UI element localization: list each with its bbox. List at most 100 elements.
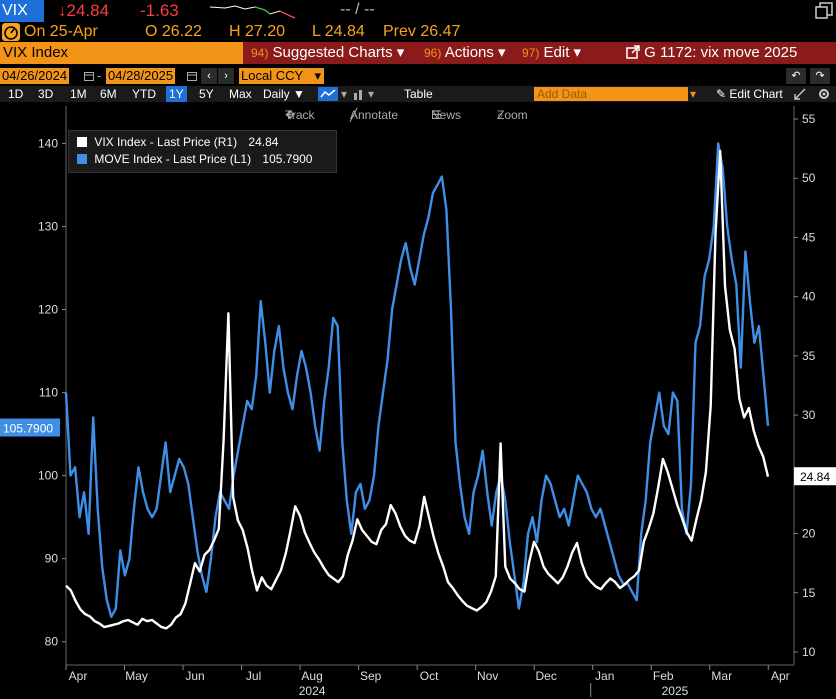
x-axis: Apr May Jun Jul Aug Sep Oct Nov Dec Jan Feb Mar Apr 2… xyxy=(65,665,790,698)
news-icon: ☰ xyxy=(431,108,442,122)
left-tick-label: 140 xyxy=(38,136,58,150)
left-tick-label: 120 xyxy=(38,302,58,316)
suggested-charts-menu[interactable]: 94) Suggested Charts ▾ xyxy=(251,44,405,61)
legend-entry-move[interactable]: MOVE Index - Last Price (L1) 105.7900 xyxy=(77,151,312,167)
date-row: 04/26/2024 - 04/28/2025 ‹ › Local CCY ▾ ↶… xyxy=(0,66,836,86)
ohlc-row: On 25-Apr O 26.22 H 27.20 L 24.84 Prev 2… xyxy=(0,22,836,42)
x-tick-label: Aug xyxy=(301,669,322,683)
range-3d[interactable]: 3D xyxy=(38,87,54,101)
actions-num: 96) xyxy=(424,46,442,60)
range-max[interactable]: Max xyxy=(229,87,252,101)
right-tick-label: 50 xyxy=(802,171,816,185)
frequency-label: Daily xyxy=(263,87,290,101)
line-chart-icon[interactable] xyxy=(318,87,338,101)
chart-toolbar: ✥ Track ╱ Annotate ☰ News ⌕ Zoom xyxy=(0,104,836,122)
redo-button[interactable]: ↷ xyxy=(810,68,830,84)
end-date-field[interactable]: 04/28/2025 xyxy=(106,68,176,84)
edit-chart-button[interactable]: ✎ Edit Chart xyxy=(716,87,783,101)
start-date-field[interactable]: 04/26/2024 xyxy=(0,68,70,84)
left-tick-label: 90 xyxy=(45,552,59,566)
legend-entry-vix[interactable]: VIX Index - Last Price (R1) 24.84 xyxy=(77,134,278,150)
security-field[interactable]: VIX Index xyxy=(0,42,243,64)
last-price: ↓24.84 xyxy=(58,1,110,20)
prev-period-button[interactable]: ‹ xyxy=(201,68,217,84)
news-label: News xyxy=(431,108,462,122)
suggested-charts-num: 94) xyxy=(251,46,269,60)
currency-label: Local CCY xyxy=(241,68,304,83)
window-restore-icon[interactable] xyxy=(815,2,833,20)
right-tick-label: 40 xyxy=(802,290,816,304)
x-tick-label: Nov xyxy=(477,669,498,683)
edit-label: Edit xyxy=(543,44,570,61)
frequency-select[interactable]: Daily ▼ xyxy=(263,87,305,101)
x-tick-label: Mar xyxy=(711,669,732,683)
actions-menu[interactable]: 96) Actions ▾ xyxy=(424,44,506,61)
chart-type-dropdown[interactable]: ▾ xyxy=(341,87,348,101)
left-tick-label: 110 xyxy=(39,386,58,400)
calendar-icon[interactable] xyxy=(187,71,197,81)
add-data-dropdown[interactable]: ▾ xyxy=(690,87,697,101)
undo-button[interactable]: ↶ xyxy=(786,68,806,84)
x-tick-label: Sep xyxy=(360,669,382,683)
range-1d[interactable]: 1D xyxy=(8,87,24,101)
actions-label: Actions xyxy=(444,44,494,61)
last-value-markers: 105.7900 24.84 xyxy=(0,418,836,486)
last-price-value: 24.84 xyxy=(66,1,110,20)
legend-value-vix: 24.84 xyxy=(248,135,279,149)
table-button[interactable]: Table xyxy=(404,87,433,101)
calendar-icon[interactable] xyxy=(84,71,94,81)
left-tick-label: 80 xyxy=(45,635,59,649)
range-1m[interactable]: 1M xyxy=(70,87,87,101)
x-tick-label: Dec xyxy=(536,669,557,683)
zoom-label: Zoom xyxy=(497,108,528,122)
vix-last-value-tag xyxy=(794,467,836,486)
range-ytd[interactable]: YTD xyxy=(132,87,156,101)
gauge-icon[interactable] xyxy=(2,23,20,41)
move-last-value-label: 105.7900 xyxy=(3,422,53,436)
right-tick-label: 10 xyxy=(802,645,816,659)
track-label: Track xyxy=(285,108,315,122)
quote-date: On 25-Apr xyxy=(24,23,98,40)
crosshair-icon: ✥ xyxy=(285,108,296,122)
chart-grid xyxy=(65,106,795,666)
ticker-label[interactable]: VIX xyxy=(0,0,44,22)
next-period-button[interactable]: › xyxy=(218,68,234,84)
move-last-value-tag xyxy=(0,418,60,437)
chart-title-link[interactable]: G 1172: vix move 2025 xyxy=(626,42,797,64)
vix-last-value-label: 24.84 xyxy=(800,470,830,484)
x-tick-label: Apr xyxy=(69,669,88,683)
scale-icon[interactable] xyxy=(794,88,806,100)
chart-legend[interactable]: VIX Index - Last Price (R1) 24.84 MOVE I… xyxy=(68,130,337,173)
low-price: L 24.84 xyxy=(312,23,365,40)
left-axis: 140 130 120 110 100 90 80 xyxy=(38,136,66,649)
high-price: H 27.20 xyxy=(229,23,286,40)
settings-icon[interactable] xyxy=(818,88,830,100)
right-tick-label: 20 xyxy=(802,527,816,541)
menu-bar: VIX Index 94) Suggested Charts ▾ 96) Act… xyxy=(0,42,836,64)
bar-chart-icon[interactable] xyxy=(352,87,366,101)
range-6m[interactable]: 6M xyxy=(100,87,117,101)
right-tick-label: 45 xyxy=(802,230,816,244)
external-link-icon xyxy=(626,45,640,59)
sparkline-icon xyxy=(210,5,296,19)
edit-num: 97) xyxy=(522,46,540,60)
edit-menu[interactable]: 97) Edit ▾ xyxy=(522,44,582,61)
range-1y[interactable]: 1Y xyxy=(166,86,187,102)
date-separator: - xyxy=(97,68,102,83)
legend-swatch-move xyxy=(77,154,87,164)
x-tick-label: Apr xyxy=(771,669,790,683)
currency-select[interactable]: Local CCY ▾ xyxy=(239,68,324,84)
suggested-charts-label: Suggested Charts xyxy=(272,44,393,61)
x-tick-label: Jun xyxy=(185,669,204,683)
legend-label-move: MOVE Index - Last Price (L1) xyxy=(94,152,252,166)
add-data-input[interactable]: Add Data xyxy=(534,87,688,101)
range-5y[interactable]: 5Y xyxy=(199,87,214,101)
annotate-label: Annotate xyxy=(350,108,399,122)
legend-value-move: 105.7900 xyxy=(262,152,313,166)
left-tick-label: 100 xyxy=(38,469,58,483)
x-tick-label: Feb xyxy=(653,669,674,683)
bar-type-dropdown[interactable]: ▾ xyxy=(368,87,375,101)
edit-chart-label: Edit Chart xyxy=(729,87,783,101)
x-tick-label: Oct xyxy=(420,669,439,683)
